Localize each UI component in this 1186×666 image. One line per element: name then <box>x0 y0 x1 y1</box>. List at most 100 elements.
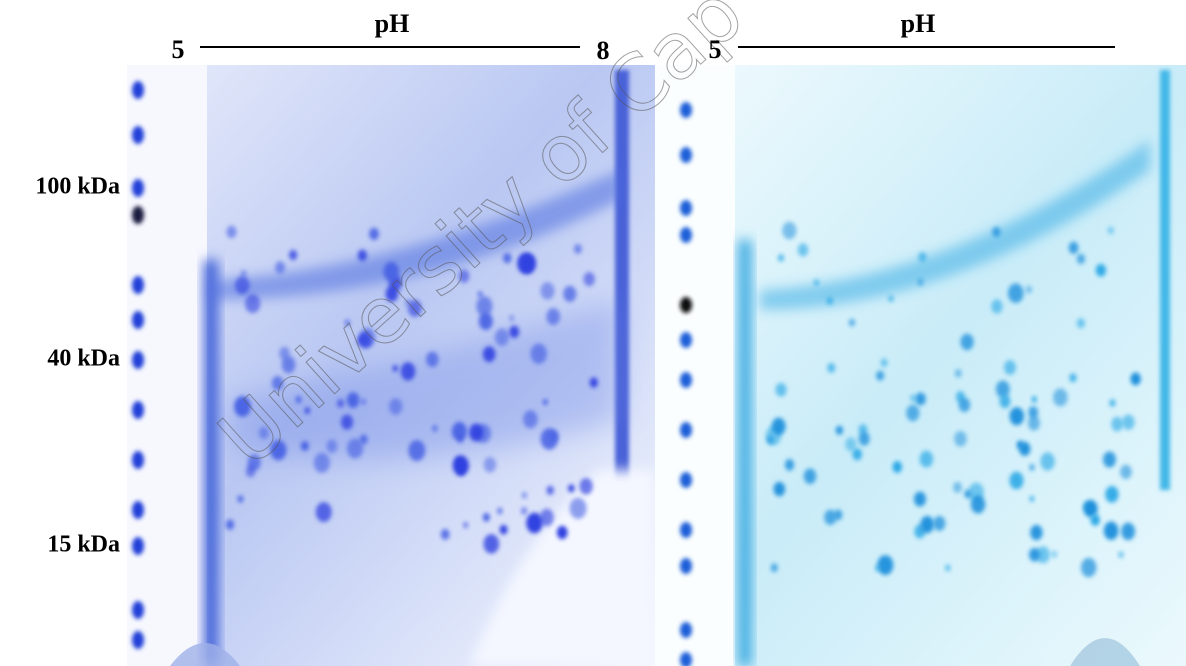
marker-label: 15 kDa <box>47 532 120 558</box>
protein-spot <box>369 227 379 241</box>
protein-spot <box>918 251 927 263</box>
protein-spot <box>920 516 935 534</box>
bubble <box>1070 638 1140 666</box>
protein-spot <box>300 441 309 451</box>
protein-spot <box>225 519 235 530</box>
protein-spot <box>392 365 398 372</box>
protein-spot <box>915 392 926 406</box>
protein-spot <box>1031 396 1037 403</box>
spots <box>225 225 598 554</box>
protein-spot <box>1009 407 1025 426</box>
protein-spot <box>568 484 575 493</box>
protein-spot <box>954 430 967 447</box>
protein-spot <box>910 394 917 402</box>
smear <box>210 170 620 300</box>
ladder-band <box>132 451 144 469</box>
spots <box>765 221 1141 578</box>
protein-spot <box>1016 440 1024 449</box>
ladder-band <box>132 401 144 419</box>
protein-spot <box>483 534 500 554</box>
protein-spot <box>933 515 946 531</box>
protein-spot <box>848 318 856 327</box>
protein-spot <box>357 249 367 262</box>
protein-spot <box>455 456 463 466</box>
protein-spot <box>336 398 345 408</box>
protein-spot <box>499 524 508 535</box>
protein-spot <box>827 362 836 373</box>
bubble <box>170 643 240 666</box>
protein-spot <box>275 261 286 274</box>
streak <box>739 240 751 666</box>
protein-spot <box>326 439 338 453</box>
protein-spot <box>784 458 795 471</box>
protein-spot <box>775 382 787 397</box>
ph-label: pH <box>375 9 410 38</box>
ph-start: 5 <box>172 35 185 64</box>
protein-spot <box>340 414 354 430</box>
protein-spot <box>469 423 484 442</box>
protein-spot <box>826 297 833 305</box>
protein-spot <box>539 508 554 527</box>
protein-spot <box>1009 471 1024 490</box>
protein-spot <box>556 525 568 540</box>
protein-spot <box>1120 464 1132 480</box>
marker-ladder <box>132 81 144 649</box>
protein-spot <box>288 249 298 261</box>
protein-spot <box>1095 263 1107 277</box>
protein-spot <box>494 328 509 347</box>
protein-spot <box>1053 388 1068 407</box>
protein-spot <box>540 282 555 300</box>
protein-spot <box>546 308 561 326</box>
ladder-band <box>680 472 692 488</box>
protein-spot <box>407 299 422 317</box>
ladder-band <box>680 227 692 243</box>
protein-spot <box>1083 500 1098 518</box>
protein-spot <box>458 468 464 475</box>
protein-spot <box>1105 485 1119 503</box>
protein-spot <box>579 478 593 495</box>
protein-spot <box>852 448 863 461</box>
protein-spot <box>958 397 971 413</box>
protein-spot <box>874 564 881 572</box>
protein-spot <box>451 421 468 441</box>
protein-spot <box>906 404 920 422</box>
ladder-band <box>680 622 692 638</box>
ladder-band <box>132 351 144 369</box>
protein-spot <box>546 485 554 495</box>
ladder-band <box>132 537 144 555</box>
protein-spot <box>1076 318 1085 329</box>
ladder-band <box>132 631 144 649</box>
protein-spot <box>359 434 368 445</box>
protein-spot <box>954 368 962 378</box>
protein-spot <box>1118 551 1124 559</box>
protein-spot <box>526 512 543 534</box>
protein-spot <box>234 396 251 417</box>
ladder-band <box>680 332 692 348</box>
protein-spot <box>1029 463 1035 471</box>
protein-spot <box>964 489 972 499</box>
ladder-band <box>132 206 144 224</box>
protein-spot <box>1130 372 1141 386</box>
protein-spot <box>1036 546 1050 564</box>
protein-spot <box>1109 399 1116 407</box>
ladder-band <box>680 102 692 118</box>
protein-spot <box>361 398 367 405</box>
protein-spot <box>235 276 250 295</box>
protein-spot <box>835 425 844 435</box>
protein-spot <box>573 243 582 254</box>
protein-spot <box>583 271 595 287</box>
protein-spot <box>782 221 797 240</box>
protein-spot <box>995 380 1010 398</box>
protein-spot <box>313 452 330 473</box>
protein-spot <box>876 370 885 381</box>
protein-spot <box>281 356 296 374</box>
marker-label: 40 kDa <box>47 346 120 372</box>
ladder-band <box>132 81 144 99</box>
protein-spot <box>385 286 399 302</box>
protein-spot <box>408 439 426 461</box>
protein-spot <box>344 319 351 327</box>
protein-spot <box>770 563 778 573</box>
protein-spot <box>1029 495 1035 502</box>
